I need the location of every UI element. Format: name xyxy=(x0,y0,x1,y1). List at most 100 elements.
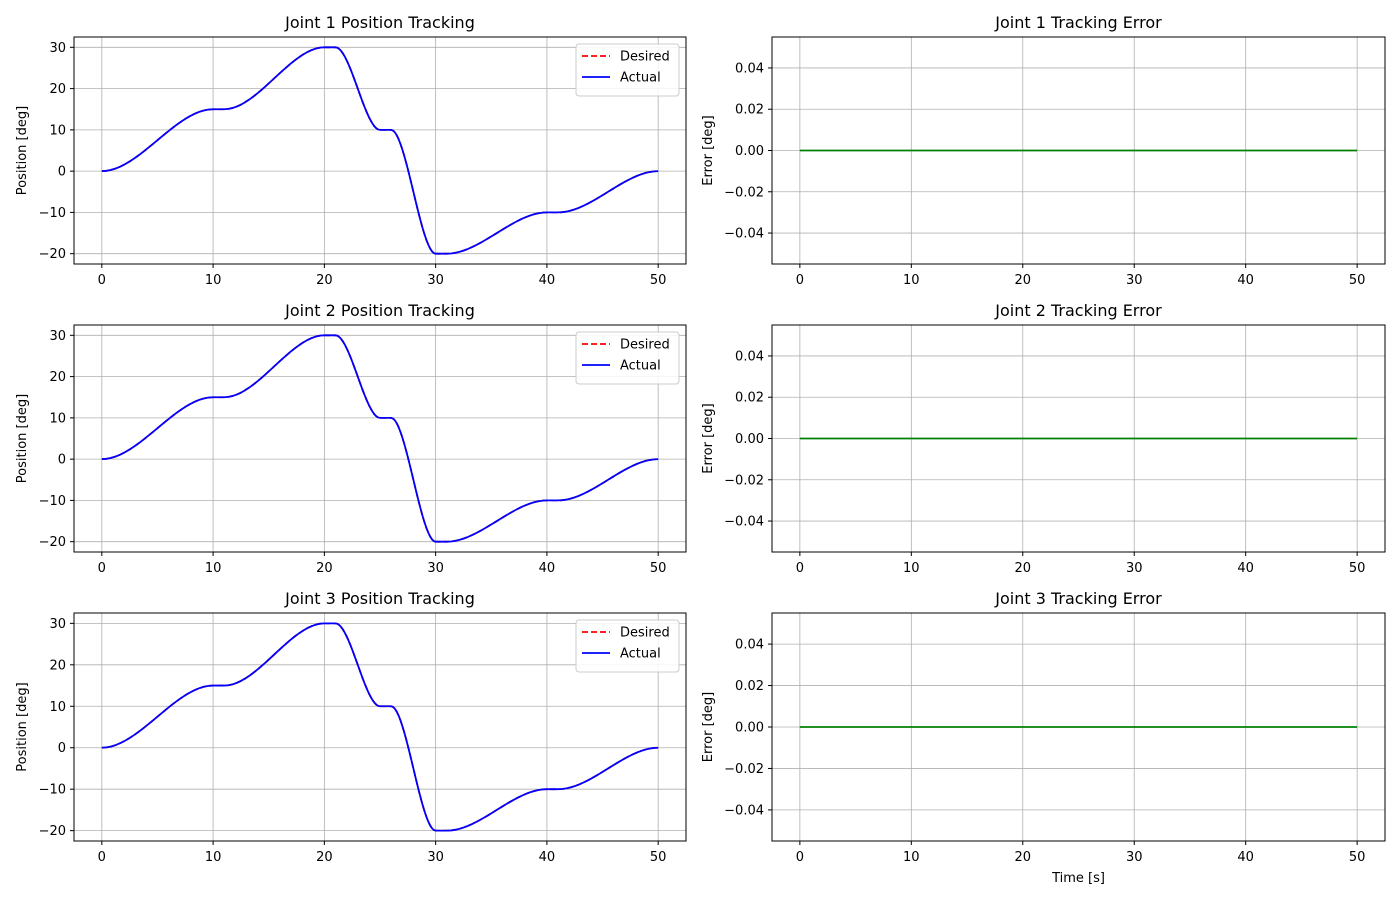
y-tick-label: 10 xyxy=(49,700,66,715)
y-tick-label: −20 xyxy=(39,535,66,550)
y-tick-label: 30 xyxy=(49,617,66,632)
x-tick-label: 40 xyxy=(1237,561,1254,576)
legend-label-desired: Desired xyxy=(620,626,670,641)
y-tick-label: −0.02 xyxy=(724,473,764,488)
plot-frame xyxy=(73,36,687,265)
x-tick-label: 10 xyxy=(903,561,920,576)
x-tick-label: 10 xyxy=(903,273,920,288)
series-line-desired xyxy=(101,622,659,832)
y-tick-label: −10 xyxy=(39,206,66,221)
y-tick-label: −0.04 xyxy=(724,515,764,530)
subplot-6: 0 10 20 30 40 50 −0.04 −0.02 0.00 0.02 0.04 Joint 3… xyxy=(701,589,1386,886)
subplot-title: Joint 2 Position Tracking xyxy=(284,301,475,320)
y-tick-label: 0 xyxy=(58,453,66,468)
series-line-actual xyxy=(101,622,659,832)
y-tick-label: 0.00 xyxy=(735,432,764,447)
series-line-desired xyxy=(101,46,659,255)
plot-frame xyxy=(73,324,687,553)
x-tick-label: 0 xyxy=(98,850,106,865)
x-tick-label: 30 xyxy=(427,273,444,288)
series-line-desired xyxy=(101,334,659,543)
y-axis-label: Position [deg] xyxy=(15,106,30,195)
legend-box xyxy=(575,43,680,97)
y-axis-label: Error [deg] xyxy=(701,403,716,473)
y-tick-label: 0.04 xyxy=(735,349,764,364)
subplot-title: Joint 1 Tracking Error xyxy=(994,13,1162,32)
legend-label-desired: Desired xyxy=(620,50,670,65)
subplot-title: Joint 3 Tracking Error xyxy=(994,589,1162,608)
y-tick-label: 0.04 xyxy=(735,61,764,76)
x-tick-label: 0 xyxy=(796,850,804,865)
y-tick-label: 0.02 xyxy=(735,391,764,406)
y-axis-label: Position [deg] xyxy=(15,682,30,771)
y-tick-label: −0.04 xyxy=(724,803,764,818)
subplot-3: 0 10 20 30 40 50 −20 −10 0 10 20 30 Joint 2 Position… xyxy=(15,301,687,576)
legend: Desired Actual xyxy=(575,619,680,673)
x-tick-label: 0 xyxy=(796,273,804,288)
y-tick-label: 20 xyxy=(49,658,66,673)
legend-box xyxy=(575,331,680,385)
subplot-title: Joint 2 Tracking Error xyxy=(994,301,1162,320)
y-tick-label: 0.04 xyxy=(735,638,764,653)
x-tick-label: 0 xyxy=(98,273,106,288)
legend: Desired Actual xyxy=(575,331,680,385)
y-tick-label: −20 xyxy=(39,247,66,262)
x-tick-label: 30 xyxy=(1126,561,1143,576)
y-tick-label: −20 xyxy=(39,824,66,839)
x-tick-label: 20 xyxy=(316,850,333,865)
y-tick-label: −0.02 xyxy=(724,762,764,777)
y-tick-label: −0.02 xyxy=(724,185,764,200)
x-tick-label: 50 xyxy=(1349,561,1366,576)
x-tick-label: 0 xyxy=(796,561,804,576)
y-axis-label: Position [deg] xyxy=(15,394,30,483)
y-tick-label: 20 xyxy=(49,370,66,385)
y-tick-label: −10 xyxy=(39,494,66,509)
y-tick-label: 0.02 xyxy=(735,103,764,118)
y-tick-label: −10 xyxy=(39,783,66,798)
x-tick-label: 40 xyxy=(1237,850,1254,865)
legend-label-actual: Actual xyxy=(620,647,661,662)
series-line-actual xyxy=(101,334,659,543)
x-tick-label: 10 xyxy=(205,273,222,288)
series-line-actual xyxy=(101,46,659,255)
subplot-1: 0 10 20 30 40 50 −20 −10 0 10 20 30 Joint 1 Position… xyxy=(15,13,687,288)
x-tick-label: 20 xyxy=(316,273,333,288)
y-tick-label: 20 xyxy=(49,82,66,97)
x-tick-label: 50 xyxy=(1349,273,1366,288)
subplot-title: Joint 1 Position Tracking xyxy=(284,13,475,32)
x-axis-label: Time [s] xyxy=(1051,871,1105,886)
x-tick-label: 40 xyxy=(539,273,556,288)
x-tick-label: 50 xyxy=(650,273,667,288)
x-tick-label: 50 xyxy=(650,561,667,576)
subplot-2: 0 10 20 30 40 50 −0.04 −0.02 0.00 0.02 0.04 Joint 1… xyxy=(701,13,1386,288)
y-axis-label: Error [deg] xyxy=(701,692,716,762)
x-tick-label: 10 xyxy=(205,561,222,576)
y-tick-label: 10 xyxy=(49,411,66,426)
x-tick-label: 50 xyxy=(650,850,667,865)
subplot-4: 0 10 20 30 40 50 −0.04 −0.02 0.00 0.02 0.04 Joint 2… xyxy=(701,301,1386,576)
y-tick-label: 0 xyxy=(58,165,66,180)
y-axis-label: Error [deg] xyxy=(701,115,716,185)
x-tick-label: 20 xyxy=(1014,561,1031,576)
legend-box xyxy=(575,619,680,673)
x-tick-label: 40 xyxy=(1237,273,1254,288)
y-tick-label: 30 xyxy=(49,41,66,56)
plot-frame xyxy=(73,612,687,842)
x-tick-label: 30 xyxy=(1126,273,1143,288)
y-tick-label: 10 xyxy=(49,123,66,138)
subplot-5: 0 10 20 30 40 50 −20 −10 0 10 20 30 Joint 3 Position… xyxy=(15,589,687,865)
subplot-title: Joint 3 Position Tracking xyxy=(284,589,475,608)
x-tick-label: 30 xyxy=(427,561,444,576)
x-tick-label: 30 xyxy=(1126,850,1143,865)
y-tick-label: 30 xyxy=(49,329,66,344)
x-tick-label: 40 xyxy=(539,850,556,865)
legend-label-actual: Actual xyxy=(620,359,661,374)
x-tick-label: 30 xyxy=(427,850,444,865)
y-tick-label: 0.00 xyxy=(735,721,764,736)
legend: Desired Actual xyxy=(575,43,680,97)
x-tick-label: 20 xyxy=(316,561,333,576)
x-tick-label: 0 xyxy=(98,561,106,576)
y-tick-label: −0.04 xyxy=(724,227,764,242)
x-tick-label: 20 xyxy=(1014,850,1031,865)
